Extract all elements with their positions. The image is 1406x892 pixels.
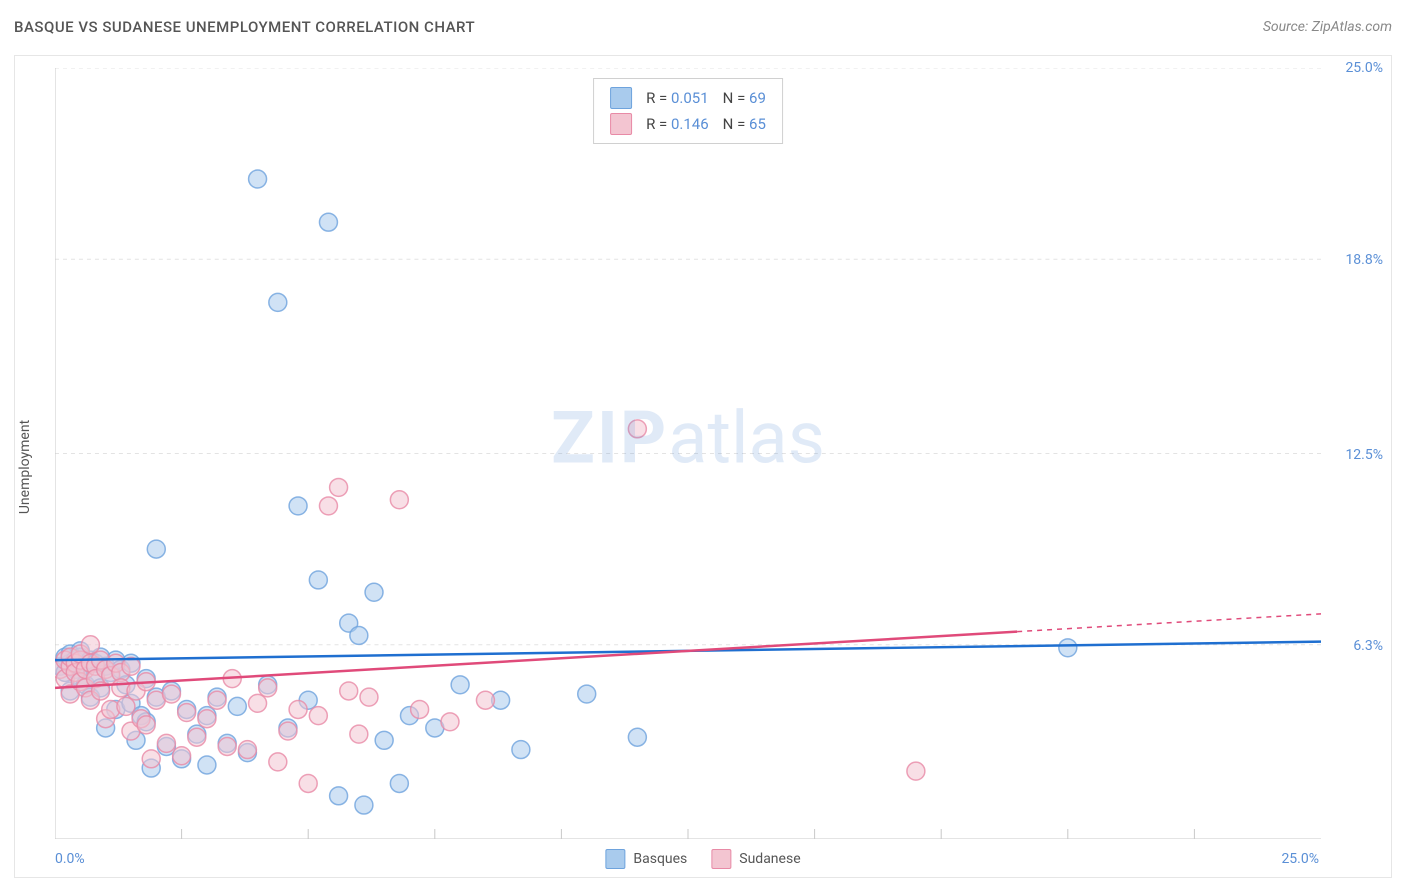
data-point — [411, 700, 429, 718]
data-point — [907, 762, 925, 780]
legend-label: Basques — [633, 851, 687, 867]
plot-area: ZIPatlas R = 0.051N = 69R = 0.146N = 65 — [55, 68, 1321, 839]
n-label: N = 65 — [723, 115, 766, 133]
legend-swatch — [711, 849, 731, 869]
data-point — [289, 700, 307, 718]
r-label: R = 0.051 — [646, 89, 709, 107]
data-point — [142, 750, 160, 768]
data-point — [309, 571, 327, 589]
data-point — [137, 716, 155, 734]
trend-line-extrapolated — [1017, 614, 1321, 632]
y-tick-label: 18.8% — [1345, 252, 1383, 268]
trend-line — [55, 632, 1017, 688]
x-axis-max-label: 25.0% — [1281, 851, 1319, 867]
data-point — [451, 676, 469, 694]
data-point — [390, 775, 408, 793]
data-point — [162, 685, 180, 703]
data-point — [299, 775, 317, 793]
data-point — [390, 491, 408, 509]
data-point — [188, 728, 206, 746]
data-point — [375, 731, 393, 749]
data-point — [269, 753, 287, 771]
data-point — [340, 682, 358, 700]
r-label: R = 0.146 — [646, 115, 709, 133]
legend-item: Sudanese — [711, 849, 800, 869]
chart-title: BASQUE VS SUDANESE UNEMPLOYMENT CORRELAT… — [14, 18, 475, 36]
data-point — [628, 420, 646, 438]
source-label: Source: ZipAtlas.com — [1263, 19, 1392, 35]
data-point — [319, 213, 337, 231]
y-tick-label: 25.0% — [1345, 60, 1383, 76]
data-point — [238, 741, 256, 759]
data-point — [81, 636, 99, 654]
data-point — [289, 497, 307, 515]
stats-legend-row: R = 0.146 N = 65 — [610, 111, 766, 137]
legend-swatch — [605, 849, 625, 869]
data-point — [157, 734, 175, 752]
data-point — [178, 704, 196, 722]
data-point — [228, 697, 246, 715]
data-point — [198, 756, 216, 774]
data-point — [355, 796, 373, 814]
data-point — [330, 787, 348, 805]
data-point — [249, 170, 267, 188]
stats-legend: R = 0.051 N = 69 R = 0.146 N = 65 — [593, 78, 783, 144]
legend-swatch — [610, 113, 632, 135]
data-point — [269, 293, 287, 311]
data-point — [330, 478, 348, 496]
data-point — [578, 685, 596, 703]
data-point — [309, 707, 327, 725]
data-point — [441, 713, 459, 731]
legend-item: Basques — [605, 849, 687, 869]
y-tick-label: 6.3% — [1353, 638, 1383, 654]
data-point — [628, 728, 646, 746]
data-point — [249, 694, 267, 712]
data-point — [218, 738, 236, 756]
data-point — [1059, 639, 1077, 657]
data-point — [198, 710, 216, 728]
data-point — [147, 540, 165, 558]
data-point — [350, 626, 368, 644]
legend-label: Sudanese — [739, 851, 800, 867]
data-point — [476, 691, 494, 709]
data-point — [350, 725, 368, 743]
data-point — [360, 688, 378, 706]
n-label: N = 69 — [723, 89, 766, 107]
y-axis-label: Unemployment — [17, 419, 33, 513]
data-point — [259, 679, 277, 697]
x-axis-min-label: 0.0% — [55, 851, 85, 867]
y-tick-label: 12.5% — [1345, 447, 1383, 463]
series-legend: Basques Sudanese — [605, 849, 800, 869]
data-point — [173, 747, 191, 765]
data-point — [365, 583, 383, 601]
data-point — [512, 741, 530, 759]
data-point — [279, 722, 297, 740]
stats-legend-row: R = 0.051 N = 69 — [610, 85, 766, 111]
chart-container: Unemployment ZIPatlas R = 0.051N = 69R =… — [14, 55, 1392, 878]
data-point — [208, 691, 226, 709]
legend-swatch — [610, 87, 632, 109]
data-point — [319, 497, 337, 515]
data-point — [117, 697, 135, 715]
